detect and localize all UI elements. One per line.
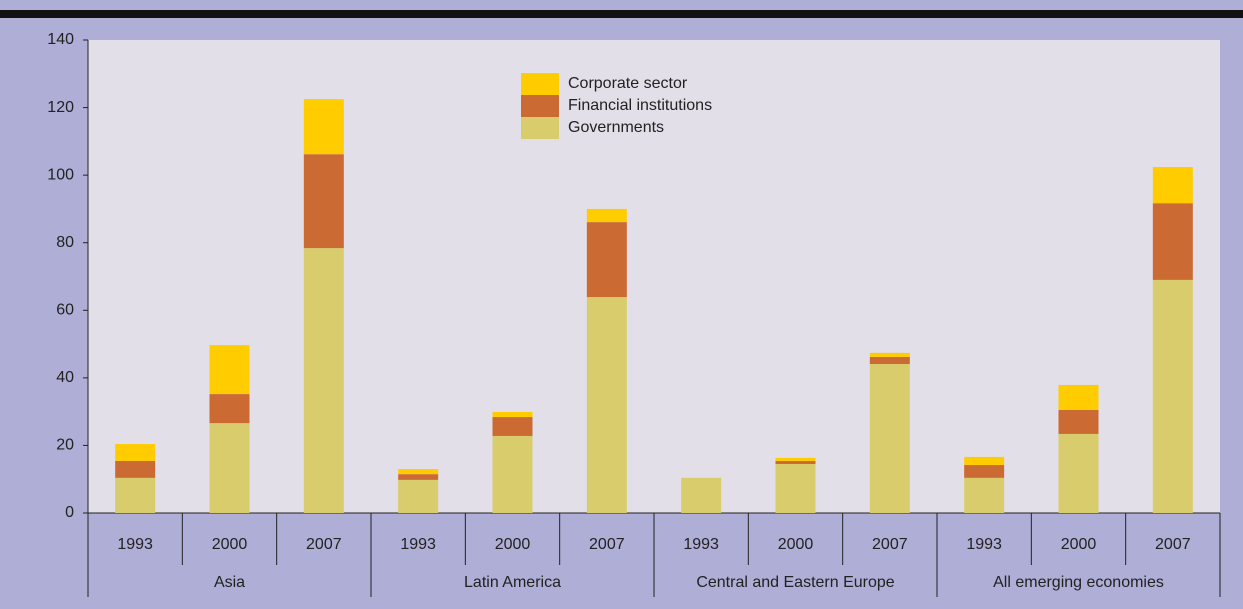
bar-segment	[209, 423, 250, 513]
top-rule	[0, 10, 1243, 18]
bar-segment	[303, 154, 344, 249]
bar-segment	[775, 457, 816, 461]
legend-swatch	[521, 95, 559, 117]
legend-swatch	[521, 73, 559, 95]
bar-segment	[1058, 384, 1099, 410]
bar-segment	[209, 394, 250, 424]
bar-segment	[775, 460, 816, 465]
y-tick-label: 0	[65, 504, 74, 521]
bar-segment	[964, 465, 1005, 478]
x-tick-label: 1993	[400, 536, 436, 553]
y-tick-label: 60	[56, 302, 74, 319]
bar-segment	[398, 469, 439, 475]
bar-segment	[1058, 433, 1099, 513]
bar-segment	[775, 464, 816, 513]
plot-area	[88, 40, 1220, 513]
bar-segment	[586, 222, 627, 298]
x-tick-label: 2007	[872, 536, 908, 553]
y-tick-label: 140	[47, 31, 74, 48]
legend-label: Governments	[568, 119, 664, 136]
bar-segment	[492, 417, 533, 436]
x-tick-label: 2007	[1155, 536, 1191, 553]
bar-segment	[115, 477, 156, 513]
legend-label: Corporate sector	[568, 75, 688, 92]
group-label: Asia	[214, 574, 245, 591]
bar-segment	[869, 352, 910, 357]
legend-swatch	[521, 117, 559, 139]
y-tick-label: 80	[56, 234, 74, 251]
bar-segment	[209, 345, 250, 395]
y-tick-label: 20	[56, 437, 74, 454]
y-tick-label: 120	[47, 99, 74, 116]
bar-segment	[586, 297, 627, 513]
bar-segment	[869, 364, 910, 513]
bar-segment	[586, 208, 627, 223]
y-tick-label: 40	[56, 369, 74, 386]
bar-segment	[303, 248, 344, 513]
group-label: Latin America	[464, 574, 561, 591]
x-tick-label: 2000	[212, 536, 248, 553]
bar-segment	[1152, 203, 1193, 280]
x-tick-label: 2000	[1061, 536, 1097, 553]
x-tick-label: 1993	[683, 536, 719, 553]
x-tick-label: 2000	[778, 536, 814, 553]
x-tick-label: 1993	[966, 536, 1002, 553]
x-tick-label: 2007	[306, 536, 342, 553]
bar-segment	[398, 479, 439, 513]
bar-segment	[115, 444, 156, 461]
bar-segment	[681, 477, 722, 513]
x-tick-label: 2000	[495, 536, 531, 553]
bar-segment	[1152, 167, 1193, 204]
x-tick-label: 1993	[117, 536, 153, 553]
x-tick-label: 2007	[589, 536, 625, 553]
bar-segment	[964, 456, 1005, 466]
bar-segment	[964, 477, 1005, 513]
legend-label: Financial institutions	[568, 97, 712, 114]
bar-segment	[398, 474, 439, 480]
bar-segment	[492, 435, 533, 513]
bar-segment	[115, 460, 156, 478]
bar-segment	[1152, 279, 1193, 513]
bar-segment	[492, 411, 533, 418]
group-label: Central and Eastern Europe	[696, 574, 894, 591]
y-tick-label: 100	[47, 166, 74, 183]
bar-segment	[303, 99, 344, 155]
bar-segment	[1058, 409, 1099, 434]
group-label: All emerging economies	[993, 574, 1164, 591]
bar-segment	[869, 356, 910, 365]
